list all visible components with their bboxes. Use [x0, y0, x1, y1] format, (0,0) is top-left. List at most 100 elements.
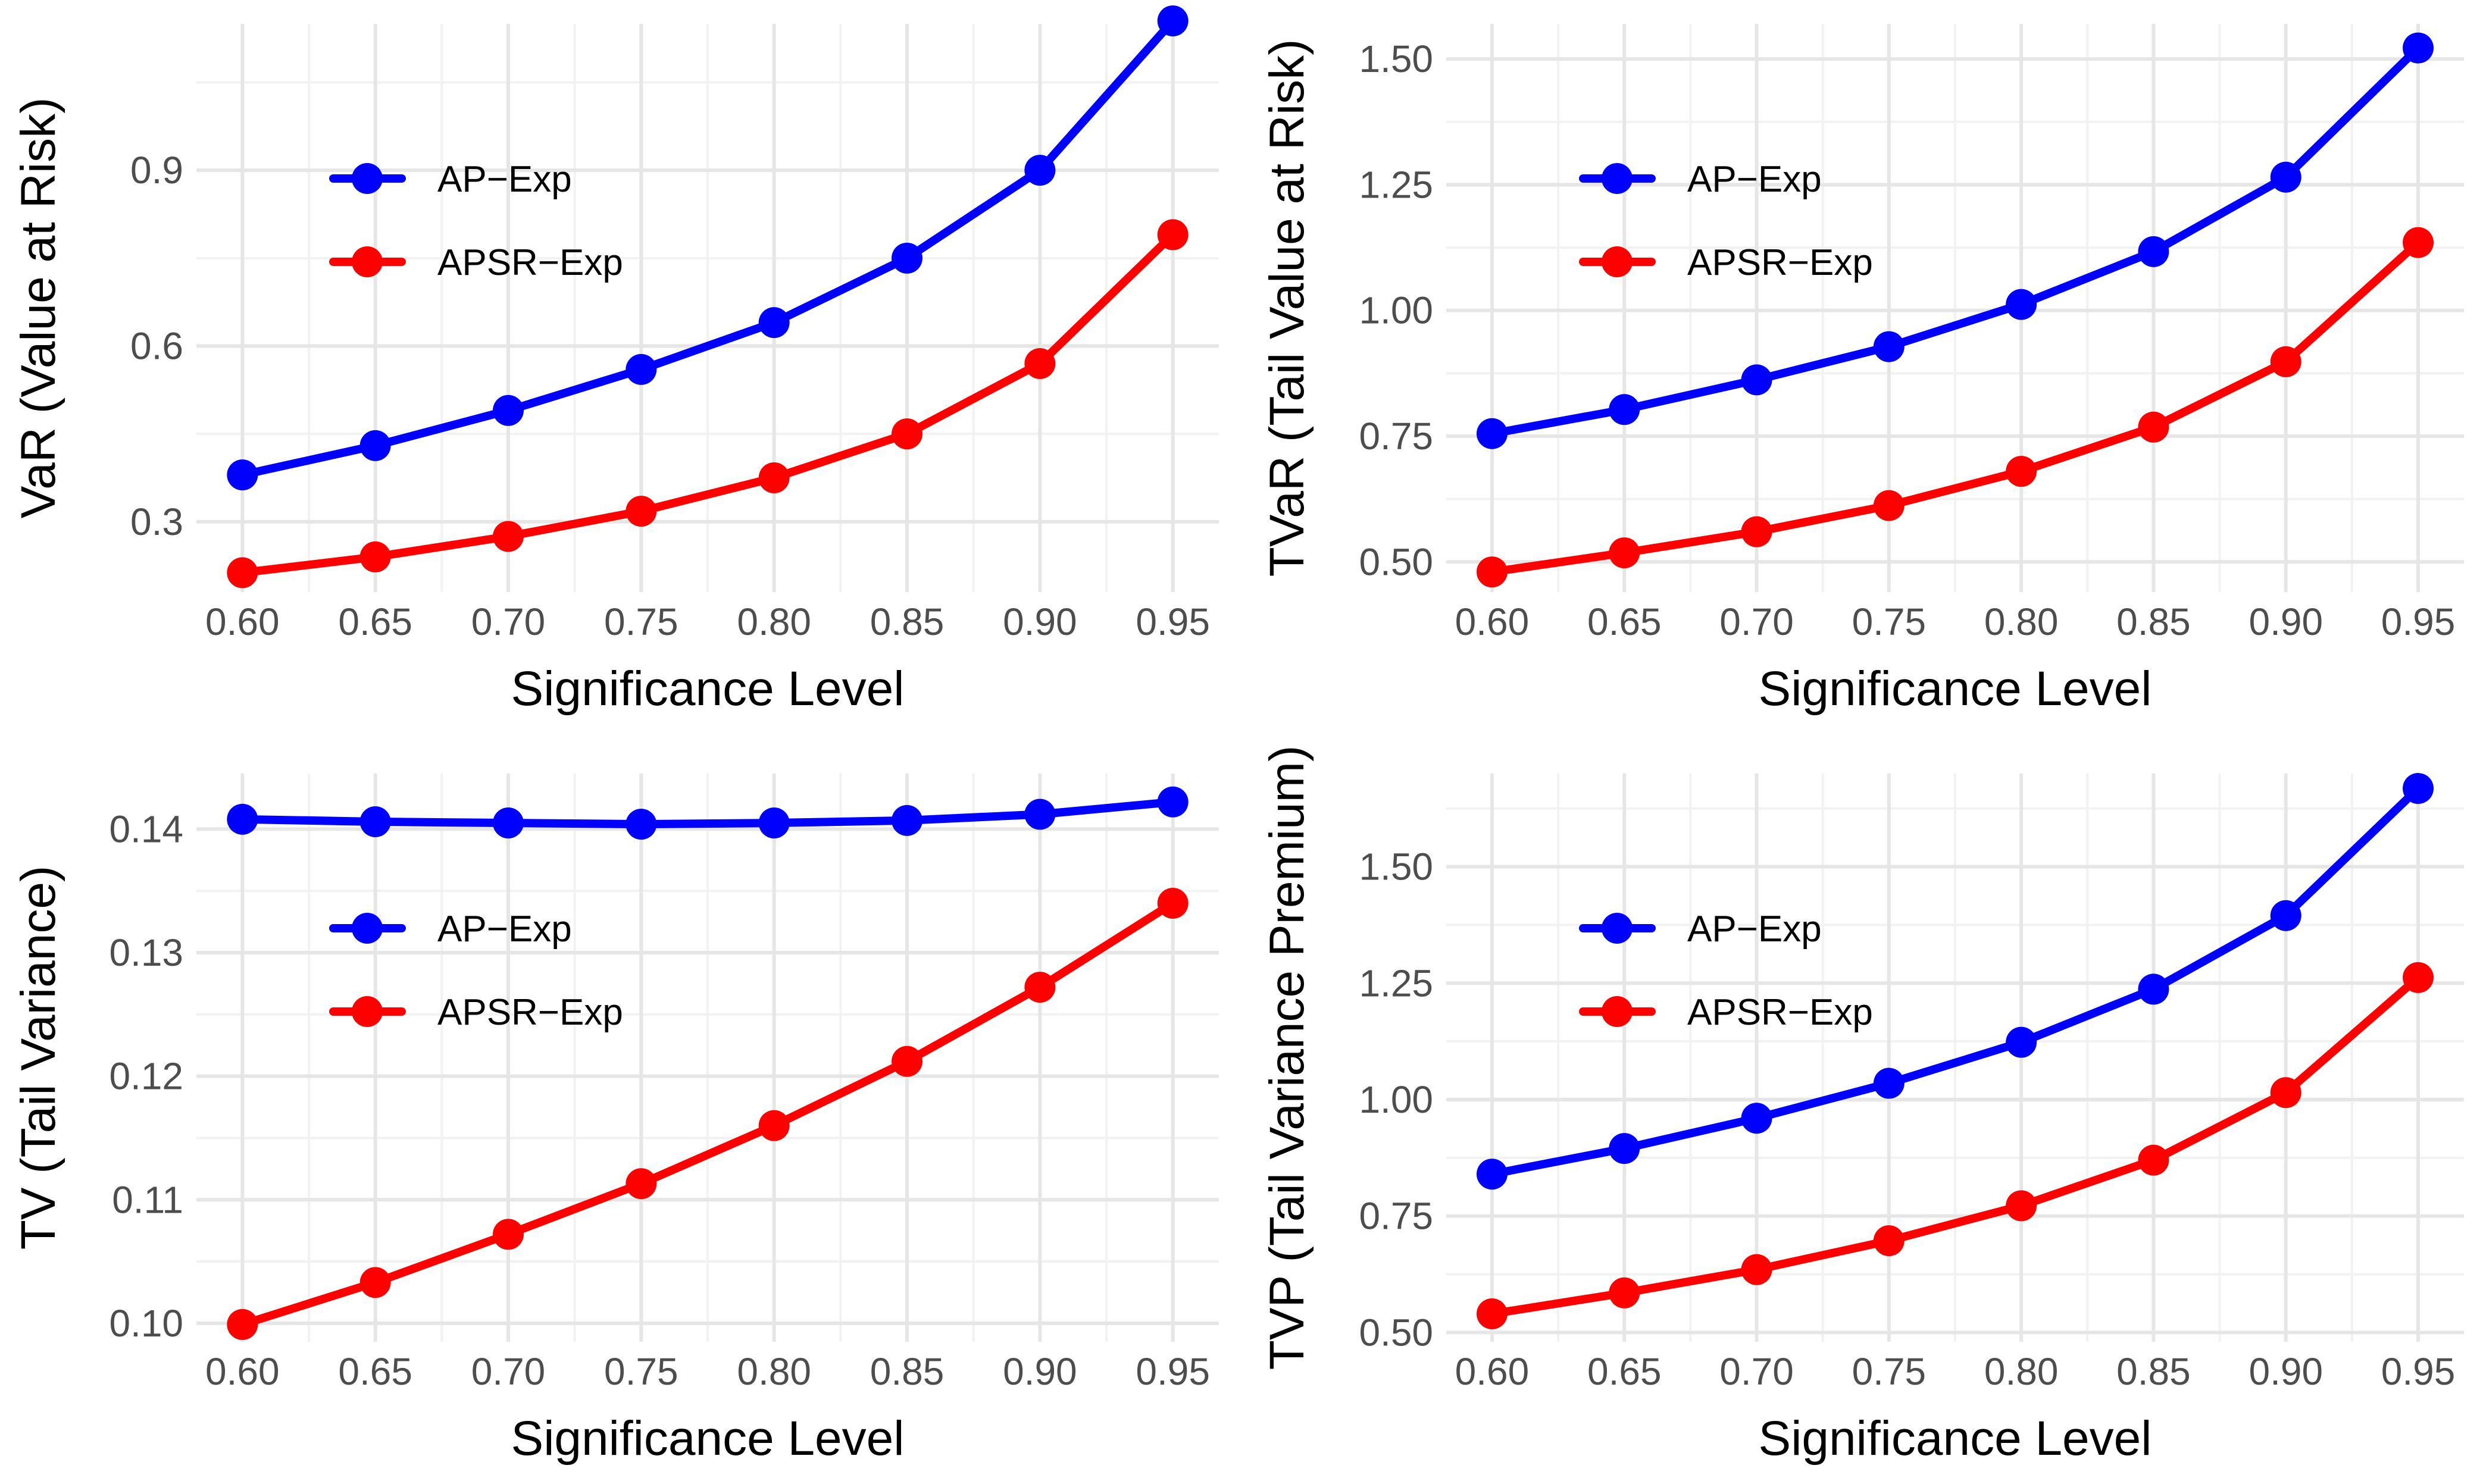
ap-exp-point	[1609, 394, 1640, 425]
legend-swatch-point	[1602, 996, 1633, 1027]
apsr-exp-point	[2138, 411, 2169, 443]
x-tick-label: 0.95	[1136, 600, 1210, 643]
ap-exp-point	[2138, 236, 2169, 267]
x-tick-label: 0.80	[1984, 1350, 2059, 1393]
x-tick-label: 0.90	[1003, 1350, 1077, 1393]
apsr-exp-point	[2403, 962, 2434, 993]
panel-tv: 0.60 0.65 0.70 0.75 0.80 0.85 0.90 0.95 0.10 0.11…	[11, 774, 1219, 1466]
y-tick-label: 0.11	[112, 1178, 183, 1221]
legend-swatch-point	[352, 246, 383, 277]
ap-exp-point	[2006, 289, 2037, 320]
x-tick-label: 0.90	[2249, 600, 2323, 643]
apsr-exp-point	[626, 1168, 657, 1200]
apsr-exp-point	[1741, 1254, 1772, 1285]
legend-label: AP−Exp	[1687, 159, 1822, 200]
x-tick-label: 0.75	[604, 600, 678, 643]
apsr-exp-point	[2138, 1144, 2169, 1176]
y-axis-title: VaR (Value at Risk)	[11, 98, 65, 519]
x-tick-label: 0.90	[1003, 600, 1077, 643]
y-axis-title: TVP (Tail Variance Premium)	[1260, 746, 1314, 1370]
ap-exp-point	[2403, 773, 2434, 804]
legend-swatch-point	[1602, 913, 1633, 944]
x-tick-label: 0.75	[1852, 1350, 1927, 1393]
ap-exp-line	[238, 17, 1177, 480]
ap-exp-line	[1487, 784, 2423, 1179]
ap-exp-point	[492, 807, 524, 839]
y-tick-label: 0.3	[130, 500, 183, 543]
apsr-exp-point	[1157, 219, 1189, 251]
ap-exp-point	[1476, 418, 1508, 449]
x-tick-label: 0.85	[870, 1350, 945, 1393]
apsr-exp-point	[227, 1308, 258, 1340]
y-tick-label: 0.50	[1359, 1311, 1433, 1354]
apsr-exp-point	[492, 521, 524, 552]
x-tick-label: 0.65	[1587, 600, 1662, 643]
x-tick-label: 0.80	[737, 1350, 811, 1393]
ap-exp-point	[626, 353, 657, 385]
apsr-exp-line	[238, 898, 1177, 1329]
legend-label: APSR−Exp	[1687, 242, 1873, 283]
x-tick-label: 0.60	[1455, 600, 1530, 643]
x-axis-title: Significance Level	[1759, 1411, 2152, 1466]
x-tick-label: 0.65	[338, 1350, 412, 1393]
ap-exp-point	[2403, 32, 2434, 64]
x-tick-label: 0.95	[2381, 600, 2456, 643]
ap-exp-point	[227, 459, 258, 491]
x-tick-label: 0.85	[2116, 600, 2191, 643]
ap-exp-point	[1609, 1133, 1640, 1164]
legend-swatch-point	[1602, 163, 1633, 194]
x-tick-label: 0.75	[1852, 600, 1927, 643]
apsr-exp-point	[1024, 348, 1056, 380]
x-tick-label: 0.80	[737, 600, 811, 643]
apsr-exp-point	[227, 557, 258, 588]
apsr-exp-point	[2006, 456, 2037, 487]
y-tick-label: 1.00	[1359, 289, 1433, 332]
y-tick-label: 0.9	[130, 149, 183, 192]
apsr-exp-point	[1873, 490, 1905, 521]
panel-tvp: 0.60 0.65 0.70 0.75 0.80 0.85 0.90 0.95 0.50 0.75…	[1260, 746, 2464, 1466]
ap-exp-point	[2270, 161, 2301, 193]
x-axis-title: Significance Level	[1759, 662, 2152, 716]
apsr-exp-point	[2403, 227, 2434, 258]
apsr-exp-point	[2270, 1077, 2301, 1109]
x-tick-label: 0.85	[2116, 1350, 2191, 1393]
ap-exp-point	[1476, 1159, 1508, 1190]
y-tick-label: 1.25	[1359, 163, 1433, 206]
ap-exp-point	[1741, 364, 1772, 396]
x-tick-label: 0.70	[1719, 1350, 1794, 1393]
ap-exp-point	[1741, 1103, 1772, 1134]
x-axis-title: Significance Level	[511, 662, 905, 716]
x-axis-title: Significance Level	[511, 1411, 905, 1466]
legend-swatch-point	[1602, 246, 1633, 277]
y-axis-title: TV (Tail Variance)	[11, 866, 65, 1250]
x-tick-label: 0.70	[471, 600, 546, 643]
y-tick-label: 0.75	[1359, 415, 1433, 458]
apsr-exp-point	[1476, 1298, 1508, 1330]
ap-exp-point	[758, 307, 790, 339]
apsr-exp-point	[1741, 516, 1772, 547]
apsr-exp-line	[238, 230, 1177, 577]
legend-swatch-point	[352, 996, 383, 1027]
ap-exp-line	[238, 797, 1177, 829]
y-tick-label: 0.50	[1359, 540, 1433, 583]
ap-exp-point	[1024, 799, 1056, 830]
ap-exp-point	[2270, 900, 2301, 931]
x-tick-label: 0.60	[205, 1350, 280, 1393]
y-tick-label: 1.25	[1359, 962, 1433, 1004]
apsr-exp-point	[492, 1219, 524, 1250]
apsr-exp-point	[359, 1267, 391, 1298]
x-tick-label: 0.65	[1587, 1350, 1662, 1393]
x-tick-label: 0.75	[604, 1350, 678, 1393]
y-tick-label: 0.10	[109, 1302, 183, 1345]
y-tick-label: 0.75	[1359, 1195, 1433, 1238]
x-tick-label: 0.95	[1136, 1350, 1210, 1393]
ap-exp-point	[892, 804, 923, 836]
apsr-exp-line	[1487, 973, 2423, 1319]
ap-exp-point	[359, 806, 391, 837]
legend-label: APSR−Exp	[437, 242, 623, 283]
ap-exp-point	[758, 807, 790, 839]
apsr-exp-point	[1609, 1277, 1640, 1308]
y-axis-title: TVaR (Tail Value at Risk)	[1260, 39, 1314, 577]
panel-tvar: 0.60 0.65 0.70 0.75 0.80 0.85 0.90 0.95 0.50 0.75…	[1260, 24, 2464, 716]
ap-exp-point	[492, 395, 524, 426]
